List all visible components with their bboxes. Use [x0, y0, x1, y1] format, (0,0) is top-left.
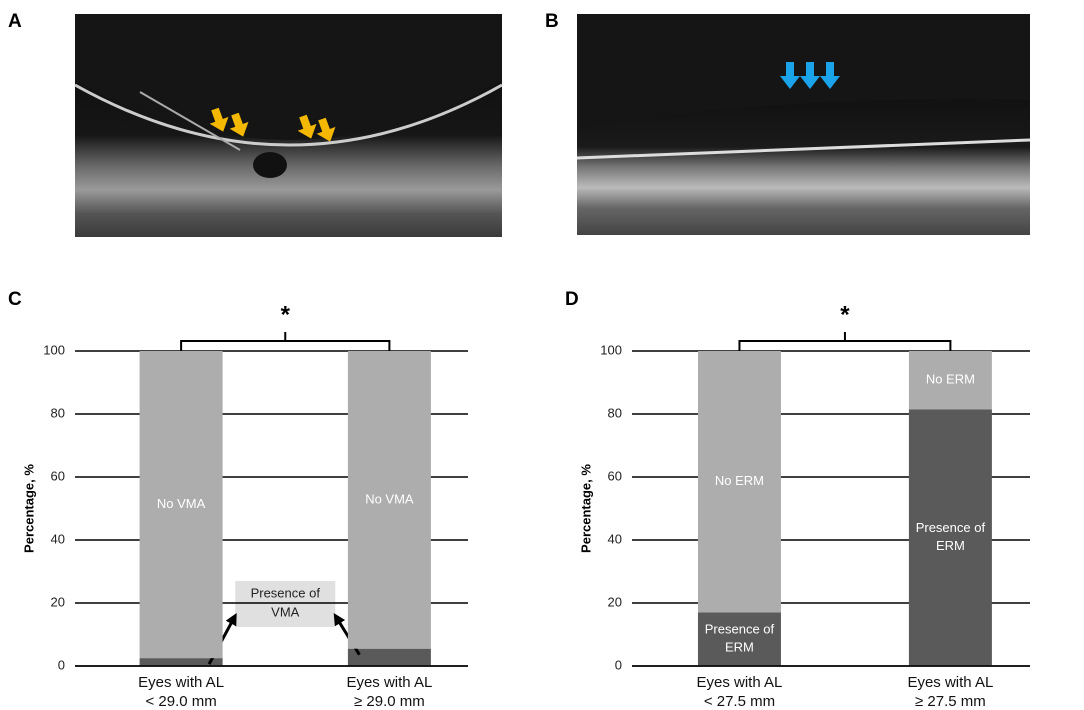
segment-label: No ERM: [715, 473, 764, 488]
segment-label: Presence of: [916, 520, 986, 535]
x-tick-label: ≥ 27.5 mm: [915, 693, 986, 710]
y-tick-label: 0: [58, 657, 65, 672]
significance-mark: *: [840, 301, 850, 328]
y-tick-label: 100: [43, 342, 65, 357]
bar-segment: [908, 409, 992, 666]
bar-segment: [139, 351, 223, 659]
panel-label: B: [545, 11, 559, 32]
significance-mark: *: [281, 301, 291, 328]
segment-label: Presence of: [705, 622, 775, 637]
y-tick-label: 40: [608, 531, 622, 546]
y-tick-label: 60: [51, 468, 65, 483]
callout-label: Presence of: [251, 585, 321, 600]
y-tick-label: 60: [608, 468, 622, 483]
panel-label: A: [8, 11, 22, 32]
y-tick-label: 80: [51, 405, 65, 420]
y-tick-label: 20: [608, 594, 622, 609]
x-tick-label: Eyes with AL: [697, 674, 783, 691]
y-axis-title: Percentage, %: [21, 464, 36, 553]
segment-label: ERM: [725, 640, 754, 655]
x-tick-label: ≥ 29.0 mm: [354, 693, 425, 710]
bar-segment: [139, 658, 223, 666]
y-tick-label: 100: [600, 342, 622, 357]
x-tick-label: < 27.5 mm: [704, 693, 775, 710]
y-tick-label: 80: [608, 405, 622, 420]
panel-label: C: [8, 289, 22, 310]
segment-label: No ERM: [926, 372, 975, 387]
bar-segment: [697, 612, 781, 666]
y-tick-label: 40: [51, 531, 65, 546]
significance-bracket: [738, 340, 952, 351]
oct-image-a: [74, 14, 503, 237]
callout-box: [235, 581, 336, 627]
segment-label: No VMA: [365, 491, 414, 506]
bar-segment: [908, 351, 992, 410]
bar-segment: [347, 648, 431, 666]
x-tick-label: < 29.0 mm: [145, 693, 216, 710]
oct-image-b: [576, 14, 1031, 235]
significance-bracket: [180, 340, 391, 351]
bar-segment: [347, 351, 431, 649]
callout-label: VMA: [271, 604, 300, 619]
x-tick-label: Eyes with AL: [346, 674, 432, 691]
panel-label: D: [565, 289, 579, 310]
y-axis-title: Percentage, %: [578, 464, 593, 553]
x-tick-label: Eyes with AL: [138, 674, 224, 691]
x-tick-label: Eyes with AL: [907, 674, 993, 691]
y-tick-label: 0: [615, 657, 622, 672]
segment-label: No VMA: [157, 496, 206, 511]
bar-segment: [697, 351, 781, 613]
y-tick-label: 20: [51, 594, 65, 609]
segment-label: ERM: [936, 538, 965, 553]
